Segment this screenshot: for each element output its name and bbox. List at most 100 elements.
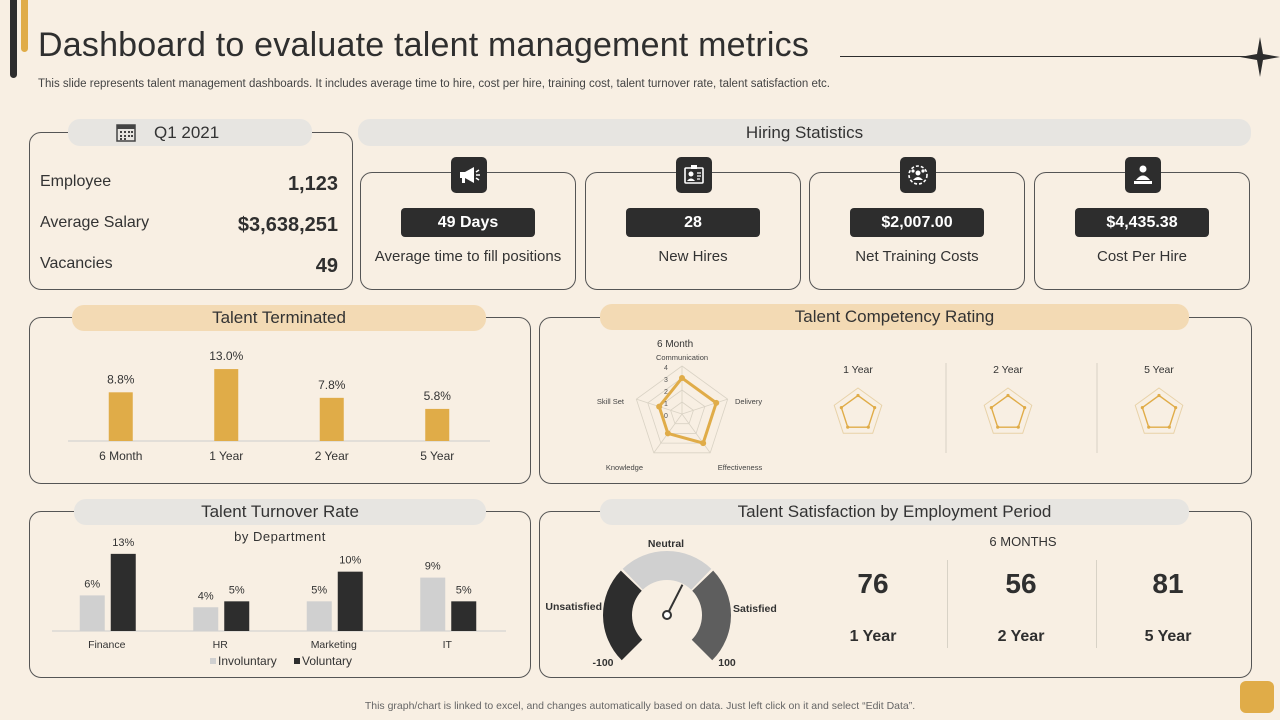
radar-series — [657, 375, 719, 445]
data-label: 5% — [229, 584, 245, 596]
tick-label: IT — [443, 639, 453, 651]
bar-finance-involuntary — [79, 595, 105, 631]
small-radar-grid — [1134, 387, 1184, 434]
small-radar-point — [856, 393, 860, 398]
hiring-card-new-hires: 28 New Hires — [585, 157, 801, 290]
satisfaction-score-2-year: 56 — [1005, 568, 1037, 599]
cost-per-hire-label: Cost Per Hire — [1096, 248, 1188, 265]
satisfaction-label-1-year: 1 Year — [849, 628, 897, 645]
bar-finance-voluntary — [110, 553, 136, 631]
megaphone-icon — [451, 157, 487, 193]
new-hires-label: New Hires — [658, 248, 728, 265]
cost-per-hire-value: $4,435.38 — [1075, 208, 1209, 237]
talent-satisfaction-header: Talent Satisfaction by Employment Period — [600, 499, 1189, 525]
radar-point — [664, 430, 671, 437]
small-radar-point — [873, 405, 877, 410]
training-costs-value: $2,007.00 — [850, 208, 984, 237]
talent-terminated-chart: 8.8% 6 Month 13.0% 1 Year 7.8% 2 Year 5.8% 5 Ye… — [68, 349, 490, 463]
data-label: 4% — [198, 590, 214, 602]
average-salary-value: $3,638,251 — [237, 214, 338, 236]
bar-it-voluntary — [451, 601, 477, 631]
radar-grid — [635, 365, 729, 454]
new-hires-value: 28 — [626, 208, 760, 237]
small-radar-series — [840, 394, 876, 428]
talent-terminated-panel: 8.8% 6 Month 13.0% 1 Year 7.8% 2 Year 5.8% 5 Ye… — [29, 317, 531, 484]
talent-competency-panel: 6 Month 4 3 2 1 0 Communication Delivery Effecti… — [539, 317, 1252, 484]
bar-6-month — [108, 392, 133, 441]
divider — [947, 560, 948, 648]
small-radar-point — [1023, 405, 1027, 410]
small-radar-point — [1167, 425, 1171, 429]
id-card-icon — [676, 157, 712, 193]
gauge-needle — [666, 584, 684, 616]
employee-desk-icon — [1125, 157, 1161, 193]
data-label: 6% — [84, 578, 100, 590]
competency-radar-charts: 6 Month 4 3 2 1 0 Communication Delivery Effecti… — [597, 339, 1184, 472]
bar-it-involuntary — [420, 577, 446, 631]
radar-tick: 3 — [664, 377, 668, 384]
radar-point — [656, 403, 663, 410]
employee-label: Employee — [40, 173, 112, 190]
tick-label: HR — [213, 639, 229, 651]
calendar-icon — [116, 124, 136, 142]
satisfaction-gauge: Neutral Unsatisfied Satisfied -100 100 — [545, 538, 777, 669]
small-radar-point — [996, 425, 1000, 429]
small-radar-grid — [833, 387, 883, 434]
data-label: 5.8% — [424, 389, 452, 403]
small-radar-grid — [983, 387, 1033, 434]
radar-point — [713, 399, 720, 406]
tick-label: Marketing — [311, 639, 357, 651]
radar-point — [679, 375, 685, 381]
data-label: 7.8% — [318, 378, 346, 392]
satisfaction-period-label: 6 MONTHS — [989, 534, 1057, 549]
radar-axis-label: Knowledge — [606, 463, 643, 472]
talent-terminated-header: Talent Terminated — [72, 305, 486, 331]
small-radar-title: 5 Year — [1144, 364, 1174, 376]
footer-note: This graph/chart is linked to excel, and… — [364, 700, 916, 712]
accent-bar-dark — [10, 0, 17, 78]
bar-marketing-involuntary — [306, 601, 332, 631]
radar-tick: 4 — [664, 365, 668, 372]
radar-axis-label: Communication — [656, 353, 708, 362]
hiring-card-training-costs: $2,007.00 Net Training Costs — [809, 157, 1025, 290]
small-radar-series — [990, 394, 1026, 428]
small-radar-point — [1140, 405, 1144, 410]
tick-label: 5 Year — [420, 449, 454, 463]
employee-value: 1,123 — [287, 173, 338, 195]
bar-2-year — [319, 397, 344, 441]
small-radar-series — [1141, 394, 1177, 428]
small-radar-point — [866, 425, 870, 429]
legend-label: Involuntary — [218, 654, 277, 668]
tick-label: 2 Year — [315, 449, 349, 463]
radar-point — [700, 440, 707, 447]
bar-5-year — [425, 408, 450, 441]
average-salary-label: Average Salary — [40, 214, 150, 231]
small-radar-point — [1006, 393, 1010, 398]
small-radar-point — [846, 425, 850, 429]
period-pill: Q1 2021 — [68, 119, 312, 146]
gauge-max-label: 100 — [718, 657, 736, 669]
time-to-fill-value: 49 Days — [401, 208, 535, 237]
gauge-unsatisfied-label: Unsatisfied — [545, 601, 602, 613]
hiring-card-time-to-fill: 49 Days Average time to fill positions — [360, 157, 576, 290]
hiring-card-cost-per-hire: $4,435.38 Cost Per Hire — [1034, 157, 1250, 290]
small-radar-title: 2 Year — [993, 364, 1023, 376]
satisfaction-score-5-year: 81 — [1152, 568, 1184, 599]
small-radar-point — [839, 405, 843, 410]
small-radar-point — [1016, 425, 1020, 429]
data-label: 8.8% — [107, 372, 135, 386]
small-radar-point — [1157, 393, 1161, 398]
page-subtitle: This slide represents talent management … — [38, 78, 830, 90]
vacancies-value: 49 — [315, 255, 338, 277]
bar-hr-involuntary — [193, 607, 219, 631]
data-label: 13% — [112, 537, 134, 549]
radar-spoke — [681, 413, 711, 454]
divider — [1096, 560, 1097, 648]
gauge-satisfied-label: Satisfied — [733, 603, 777, 615]
hiring-statistics-header: Hiring Statistics — [358, 119, 1251, 146]
gauge-unsatisfied-segment — [603, 570, 643, 661]
training-costs-label: Net Training Costs — [855, 248, 979, 265]
legend-label: Voluntary — [302, 654, 352, 668]
gauge-pivot — [662, 610, 672, 620]
radar-grid — [670, 401, 694, 425]
